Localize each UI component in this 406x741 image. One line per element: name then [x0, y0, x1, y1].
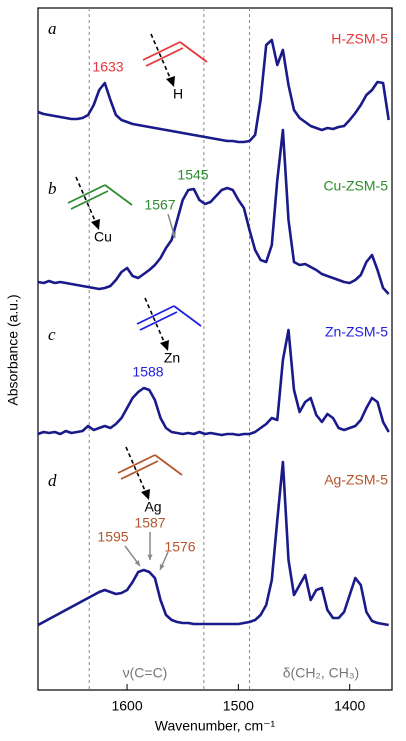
adsorption-arrow: [144, 297, 166, 345]
arrow-head: [160, 340, 169, 351]
molecule-bond: [104, 184, 133, 206]
peak-arrow-head: [147, 554, 153, 560]
peak-arrow-head: [159, 564, 165, 570]
adsorption-arrow: [75, 176, 97, 224]
molecule-bond: [145, 47, 184, 67]
molecule-bond: [142, 41, 181, 61]
molecule-bond: [120, 460, 159, 480]
adsorption-arrow: [125, 446, 147, 494]
spectrum-line: [37, 328, 390, 437]
panel-letter: a: [48, 19, 57, 38]
peak-label: 1545: [177, 167, 208, 183]
spectrum-line: [37, 38, 390, 144]
molecule-bond: [67, 184, 106, 204]
metal-label: Zn: [164, 350, 180, 366]
arrow-head: [141, 489, 150, 500]
molecule-bond: [173, 305, 202, 327]
metal-label: H: [173, 86, 183, 102]
plot-frame: [37, 7, 393, 691]
panel-letter: c: [48, 325, 56, 344]
adsorption-arrow: [150, 33, 172, 81]
x-tick-label: 1500: [223, 698, 254, 714]
panel-letter: b: [48, 179, 57, 198]
molecule-bond: [136, 305, 175, 325]
arrow-head: [91, 219, 100, 230]
peak-label: 1633: [92, 59, 123, 75]
molecule-bond: [154, 454, 183, 476]
molecule-bond: [179, 41, 208, 63]
x-axis-label: Wavenumber, cm⁻¹: [155, 718, 276, 734]
peak-label: 1588: [132, 364, 163, 380]
molecule-bond: [117, 454, 156, 474]
peak-label: 1576: [164, 539, 195, 555]
spectrum-line: [37, 460, 389, 627]
molecule-bond: [139, 311, 178, 331]
spectrum-line: [37, 128, 390, 295]
peak-arrow-head: [170, 232, 176, 238]
panel-letter: d: [48, 471, 57, 490]
metal-label: Cu: [94, 229, 112, 245]
peak-label: 1587: [134, 515, 165, 531]
x-tick-label: 1600: [111, 698, 142, 714]
molecule-bond: [70, 190, 109, 210]
legend-label: H-ZSM-5: [331, 31, 388, 47]
arrow-head: [166, 76, 175, 87]
peak-arrow-head: [134, 560, 140, 566]
peak-label: 1567: [144, 197, 175, 213]
legend-label: Zn-ZSM-5: [325, 324, 388, 340]
y-axis-label: Absorbance (a.u.): [5, 294, 21, 405]
legend-label: Cu-ZSM-5: [323, 178, 388, 194]
x-tick-label: 1400: [334, 698, 365, 714]
region-label: ν(C=C): [123, 665, 168, 681]
peak-label: 1595: [97, 529, 128, 545]
region-label: δ(CH₂, CH₃): [283, 665, 359, 681]
metal-label: Ag: [144, 499, 161, 515]
legend-label: Ag-ZSM-5: [324, 472, 388, 488]
